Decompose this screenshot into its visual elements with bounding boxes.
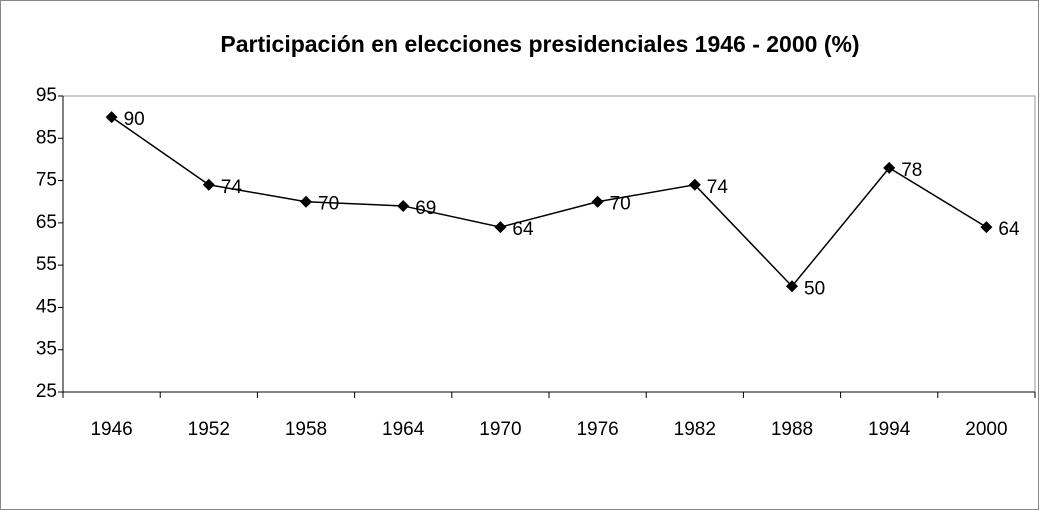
x-tick-label: 1982 — [674, 419, 716, 440]
y-tick-label: 25 — [36, 381, 57, 402]
x-tick-label: 1988 — [771, 419, 813, 440]
point — [883, 161, 896, 174]
point — [980, 221, 993, 234]
y-tick-label: 65 — [36, 212, 57, 233]
x-tick-label: 1994 — [868, 419, 911, 440]
data-label: 69 — [415, 198, 436, 219]
point — [591, 195, 604, 208]
x-tick-label: 1946 — [90, 419, 132, 440]
point — [397, 199, 410, 212]
point — [105, 111, 118, 124]
data-label: 90 — [124, 109, 145, 130]
data-label: 70 — [318, 194, 339, 215]
x-tick-label: 1952 — [188, 419, 230, 440]
y-tick-label: 85 — [36, 127, 57, 148]
data-label: 74 — [221, 177, 243, 198]
x-tick-label: 1976 — [576, 419, 618, 440]
point — [688, 178, 701, 191]
point — [202, 178, 215, 191]
y-tick-label: 45 — [36, 296, 57, 317]
point — [786, 280, 798, 293]
x-tick-label: 1958 — [285, 419, 327, 440]
data-label: 64 — [998, 219, 1020, 240]
chart-title: Participación en elecciones presidencial… — [220, 31, 859, 57]
data-label: 78 — [901, 160, 922, 181]
x-tick-label: 1964 — [382, 419, 425, 440]
x-tick-label: 1970 — [479, 419, 521, 440]
line — [111, 116, 987, 288]
y-tick-label: 75 — [36, 170, 57, 191]
y-tick-label: 55 — [36, 254, 57, 275]
point — [494, 221, 507, 234]
data-label: 70 — [610, 194, 631, 215]
y-tick-label: 95 — [36, 85, 57, 106]
data-label: 50 — [804, 278, 825, 299]
y-tick-label: 35 — [36, 339, 57, 360]
x-tick-label: 2000 — [965, 419, 1007, 440]
point — [300, 195, 312, 208]
data-label: 64 — [512, 219, 534, 240]
data-label: 74 — [707, 177, 729, 198]
